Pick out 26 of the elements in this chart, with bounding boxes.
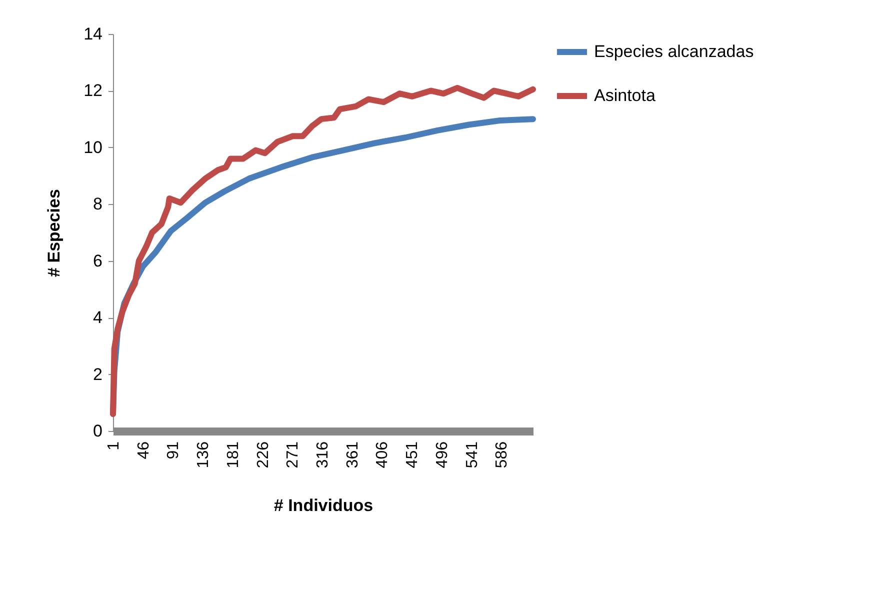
- x-tick-label: 316: [314, 441, 332, 468]
- legend-label: Especies alcanzadas: [594, 42, 754, 61]
- y-tick-label: 14: [84, 24, 102, 44]
- x-tick-label: 406: [374, 441, 392, 468]
- y-tick-label: 8: [93, 194, 102, 214]
- legend-label: Asintota: [594, 86, 656, 105]
- y-tick-label: 4: [93, 308, 102, 328]
- y-tick-label: 6: [93, 251, 102, 270]
- x-tick-label: 1: [106, 441, 122, 450]
- x-tick-label: 541: [464, 441, 481, 468]
- x-tick-label: 181: [224, 441, 242, 468]
- y-tick-label: 2: [93, 364, 102, 384]
- x-tick-label: 361: [344, 441, 362, 468]
- y-axis-title: # Especies: [44, 189, 64, 277]
- x-tick-label: 271: [284, 441, 302, 468]
- x-tick-label: 586: [494, 441, 511, 468]
- x-tick-label: 496: [434, 441, 451, 468]
- x-axis-title: # Individuos: [274, 496, 374, 516]
- x-tick-label: 451: [404, 441, 422, 468]
- y-tick-label: 12: [84, 81, 102, 100]
- y-tick-label: 0: [93, 422, 102, 440]
- x-tick-label: 91: [165, 441, 182, 460]
- y-tick-label: 10: [84, 138, 102, 157]
- x-tick-label: 226: [254, 441, 272, 468]
- x-tick-label: 46: [135, 441, 152, 460]
- x-tick-label: 136: [195, 441, 212, 468]
